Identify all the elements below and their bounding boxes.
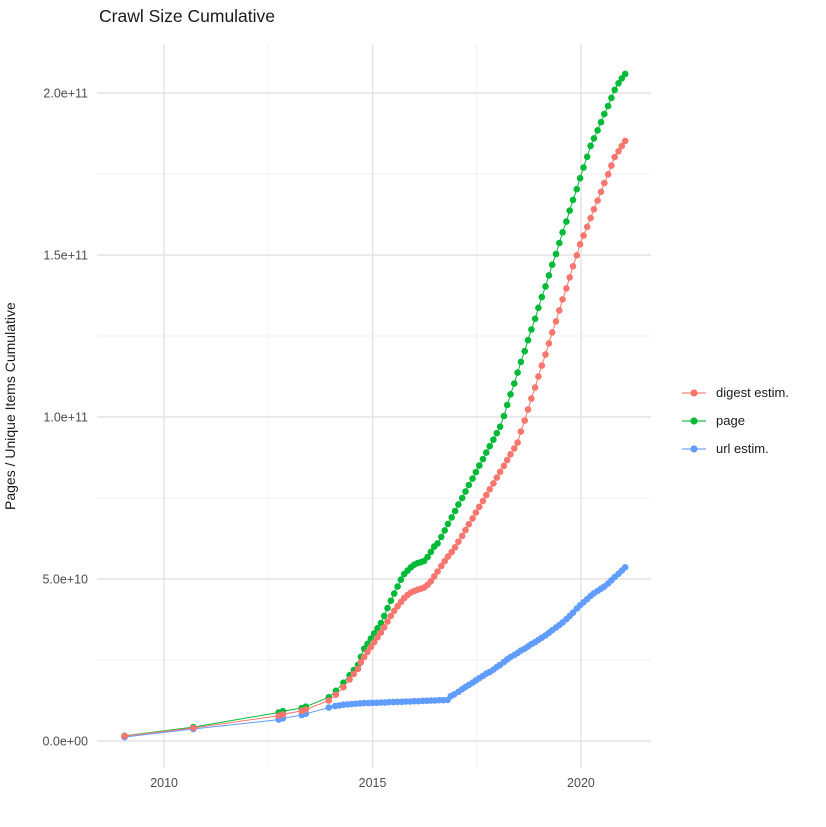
legend-item-url-estim: url estim. <box>681 439 789 458</box>
chart-title: Crawl Size Cumulative <box>99 6 276 26</box>
x-tick-label: 2010 <box>150 776 178 790</box>
y-tick-label: 5.0e+10 <box>42 573 88 587</box>
y-tick-label: 2.0e+11 <box>43 86 88 100</box>
legend-item-digest-estim: digest estim. <box>681 383 789 402</box>
x-tick-labels: 2010 2015 2020 <box>150 776 595 790</box>
y-tick-label: 0.0e+00 <box>42 735 88 749</box>
legend: digest estim. page url estim. <box>681 383 789 458</box>
legend-item-page: page <box>681 411 789 430</box>
y-axis-title: Pages / Unique Items Cumulative <box>2 302 18 510</box>
legend-key-url-estim <box>682 444 706 453</box>
series-digest-estim <box>121 137 629 740</box>
legend-label-digest-estim: digest estim. <box>716 385 789 400</box>
gridlines-major <box>97 44 651 768</box>
gridlines-minor <box>97 44 651 768</box>
y-tick-label: 1.0e+11 <box>43 411 88 425</box>
legend-key-page <box>682 416 706 425</box>
legend-key-digest-estim <box>682 388 706 397</box>
x-tick-label: 2015 <box>359 776 387 790</box>
legend-label-page: page <box>716 413 745 428</box>
legend-label-url-estim: url estim. <box>716 441 769 456</box>
x-tick-label: 2020 <box>567 776 595 790</box>
y-tick-labels: 0.0e+00 5.0e+10 1.0e+11 1.5e+11 2.0e+11 <box>42 86 88 748</box>
y-tick-label: 1.5e+11 <box>43 248 88 262</box>
series-url-estim <box>121 564 629 741</box>
